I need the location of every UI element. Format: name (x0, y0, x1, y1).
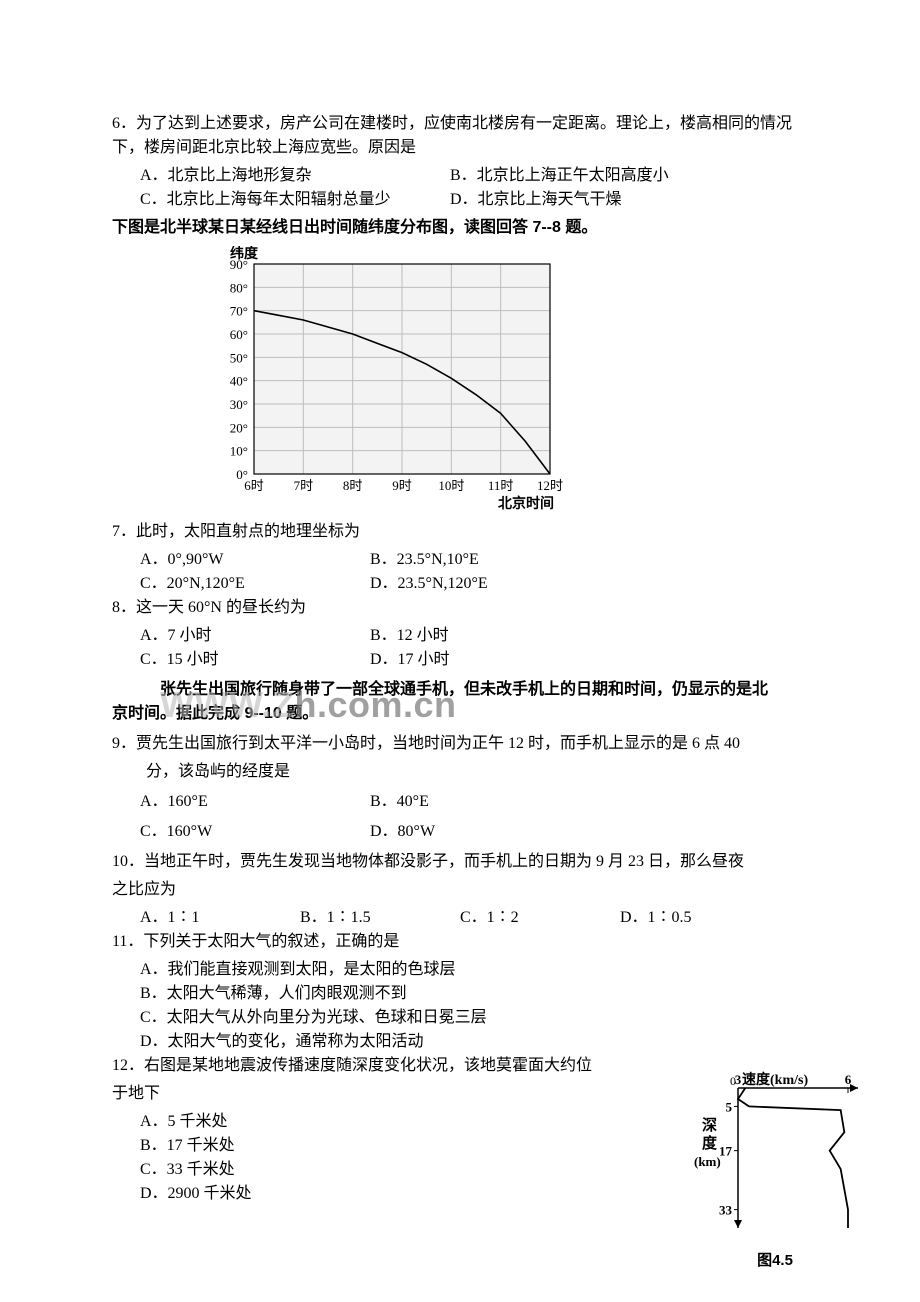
q10-opt-c: C．1∶2 (460, 906, 620, 930)
svg-text:速度(km/s): 速度(km/s) (742, 1071, 808, 1088)
q6-opt-a: A．北京比上海地形复杂 (140, 164, 450, 188)
q9-opt-b: B．40°E (370, 790, 429, 814)
q7-options: A．0°,90°W B．23.5°N,10°E C．20°N,120°E D．2… (112, 548, 808, 596)
svg-text:20°: 20° (230, 420, 248, 435)
svg-text:度: 度 (702, 1134, 718, 1152)
q10-opt-d: D．1∶0.5 (620, 906, 692, 930)
q11-opt-c: C．太阳大气从外向里分为光球、色球和日冕三层 (140, 1006, 808, 1030)
svg-text:10°: 10° (230, 444, 248, 459)
svg-text:9时: 9时 (392, 478, 412, 493)
svg-text:纬度: 纬度 (230, 246, 259, 262)
q8-opt-a: A．7 小时 (140, 624, 370, 648)
q7-opt-d: D．23.5°N,120°E (370, 572, 488, 596)
q8-opt-b: B．12 小时 (370, 624, 449, 648)
q11-opt-a: A．我们能直接观测到太阳，是太阳的色球层 (140, 958, 808, 982)
q6-opt-b: B．北京比上海正午太阳高度小 (450, 164, 669, 188)
svg-text:0: 0 (730, 1074, 736, 1088)
q9-opt-d: D．80°W (370, 820, 435, 844)
fig2-caption: 图4.5 (680, 1250, 870, 1273)
svg-text:6: 6 (845, 1072, 852, 1087)
q6-text: 6．为了达到上述要求，房产公司在建楼时，应使南北楼房有一定距离。理论上，楼高相同… (112, 112, 808, 160)
q8-options: A．7 小时 B．12 小时 C．15 小时 D．17 小时 (112, 624, 808, 672)
q9-text-a: 9．贾先生出国旅行到太平洋一小岛时，当地时间为正午 12 时，而手机上显示的是 … (112, 732, 808, 756)
q10-text-b: 之比应为 (112, 878, 808, 902)
svg-text:10时: 10时 (438, 478, 464, 493)
svg-text:12时: 12时 (537, 478, 563, 493)
svg-text:6时: 6时 (244, 478, 264, 493)
svg-text:(km): (km) (694, 1154, 721, 1169)
svg-text:11时: 11时 (488, 478, 514, 493)
q8-opt-c: C．15 小时 (140, 648, 370, 672)
svg-text:5: 5 (726, 1099, 733, 1114)
intro-910-line2: 京时间。据此完成 9--10 题。 (112, 702, 808, 726)
svg-text:50°: 50° (230, 350, 248, 365)
svg-text:8时: 8时 (343, 478, 363, 493)
svg-text:7时: 7时 (294, 478, 314, 493)
sunrise-latitude-chart: 90°80°70°60°50°40°30°20°10°0°6时7时8时9时10时… (202, 246, 808, 514)
q11-options: A．我们能直接观测到太阳，是太阳的色球层 B．太阳大气稀薄，人们肉眼观测不到 C… (112, 958, 808, 1054)
q7-text: 7．此时，太阳直射点的地理坐标为 (112, 520, 808, 544)
svg-text:北京时间: 北京时间 (498, 495, 554, 512)
q11-opt-d: D．太阳大气的变化，通常称为太阳活动 (140, 1030, 808, 1054)
svg-text:33: 33 (719, 1203, 733, 1218)
q11-opt-b: B．太阳大气稀薄，人们肉眼观测不到 (140, 982, 808, 1006)
q6-opt-d: D．北京比上海天气干燥 (450, 188, 622, 212)
q11-text: 11．下列关于太阳大气的叙述，正确的是 (112, 930, 808, 954)
svg-text:深: 深 (702, 1116, 717, 1134)
q9-options: A．160°E B．40°E C．160°W D．80°W (112, 790, 808, 844)
svg-text:60°: 60° (230, 327, 248, 342)
q9-opt-c: C．160°W (140, 820, 370, 844)
q6-options: A．北京比上海地形复杂 B．北京比上海正午太阳高度小 C．北京比上海每年太阳辐射… (112, 164, 808, 212)
q7-opt-b: B．23.5°N,10°E (370, 548, 479, 572)
q9-opt-a: A．160°E (140, 790, 370, 814)
q7-opt-c: C．20°N,120°E (140, 572, 370, 596)
svg-text:40°: 40° (230, 374, 248, 389)
svg-text:80°: 80° (230, 280, 248, 295)
q10-options: A．1∶1 B．1∶1.5 C．1∶2 D．1∶0.5 (112, 906, 808, 930)
svg-text:70°: 70° (230, 304, 248, 319)
q10-opt-b: B．1∶1.5 (300, 906, 460, 930)
svg-text:17: 17 (719, 1144, 733, 1159)
seismic-wave-chart: 速度(km/s)360深度(km)51733 图4.5 (680, 1070, 870, 1273)
q8-opt-d: D．17 小时 (370, 648, 450, 672)
q7-opt-a: A．0°,90°W (140, 548, 370, 572)
q10-opt-a: A．1∶1 (140, 906, 300, 930)
svg-text:30°: 30° (230, 397, 248, 412)
q9-text-b: 分，该岛屿的经度是 (112, 760, 808, 784)
q10-text-a: 10．当地正午时，贾先生发现当地物体都没影子，而手机上的日期为 9 月 23 日… (112, 850, 808, 874)
q8-text: 8．这一天 60°N 的昼长约为 (112, 596, 808, 620)
intro-910-line1: 张先生出国旅行随身带了一部全球通手机，但未改手机上的日期和时间，仍显示的是北 (112, 678, 808, 702)
q6-opt-c: C．北京比上海每年太阳辐射总量少 (140, 188, 450, 212)
intro-78: 下图是北半球某日某经线日出时间随纬度分布图，读图回答 7--8 题。 (112, 216, 808, 240)
